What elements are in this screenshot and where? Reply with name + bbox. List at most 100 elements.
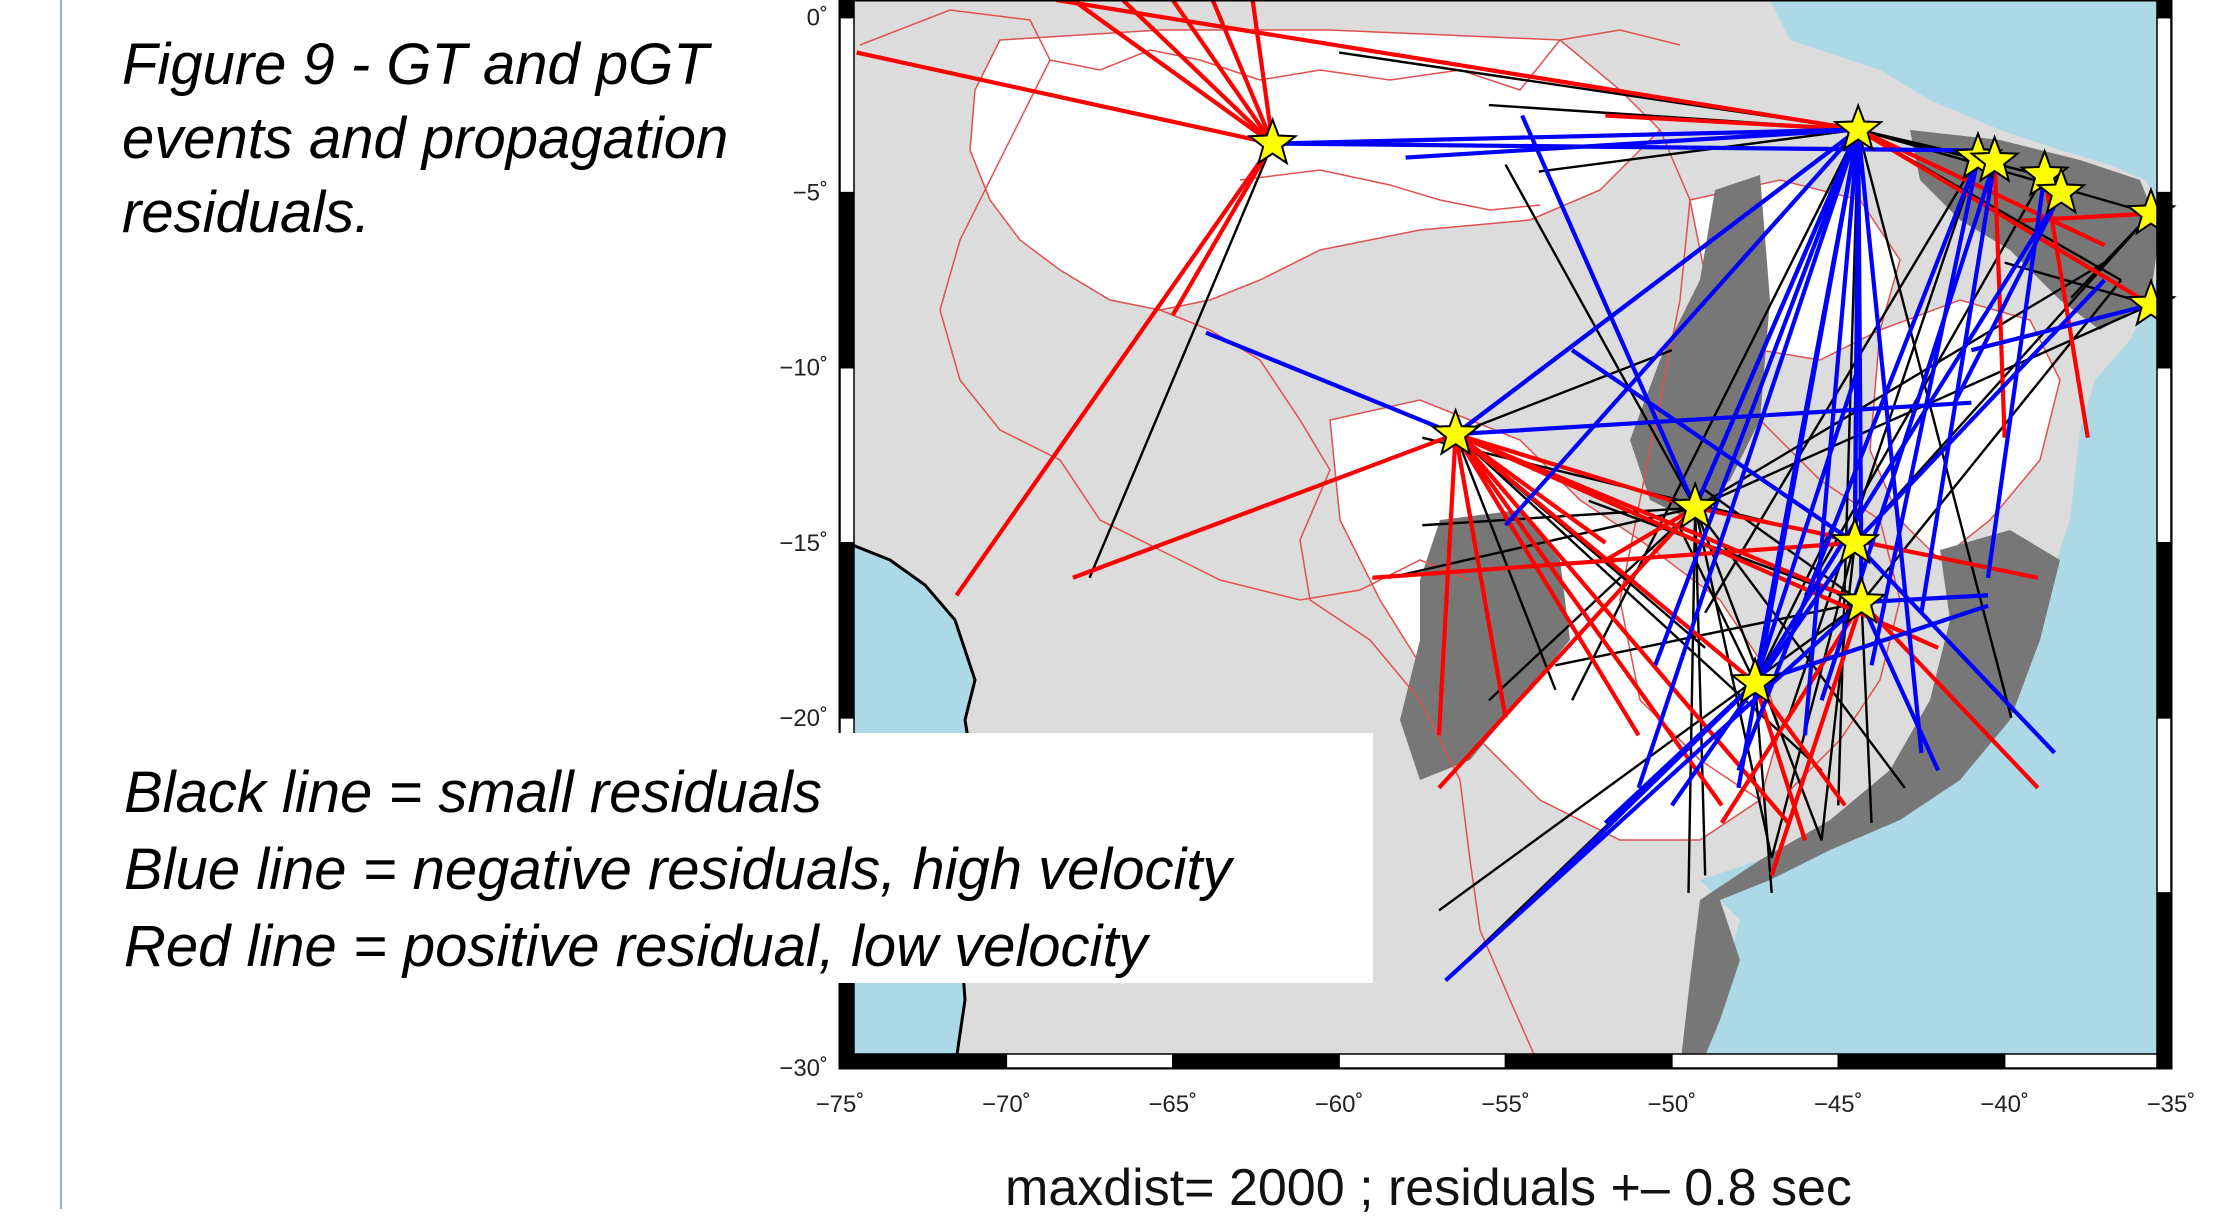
small-residual-path [1704, 156, 1980, 614]
caption-line-2: events and propagation [122, 106, 729, 171]
frame-segment [1338, 1053, 1507, 1069]
small-residual-path [1504, 163, 1697, 509]
frame-segment [839, 542, 855, 719]
lat-tick-label: −10˚ [779, 355, 828, 382]
positive-residual-path [1860, 600, 2040, 790]
positive-residual-path [856, 50, 1274, 146]
legend-red-line: Red line = positive residual, low veloci… [124, 914, 1148, 979]
small-residual-path [1693, 507, 1773, 859]
negative-residual-path [1520, 114, 1698, 509]
negative-residual-path [1753, 191, 2063, 684]
positive-residual-path [1453, 432, 1724, 807]
negative-residual-path [1802, 129, 1861, 736]
event-star-icon [1829, 515, 1881, 565]
frame-segment [839, 191, 855, 369]
negative-residual-path [1856, 129, 1864, 603]
legend-box: Black line = small residuals Blue line =… [90, 733, 1373, 983]
frame-segment [2156, 191, 2172, 369]
lon-tick-label: −40˚ [1980, 1091, 2029, 1118]
event-star-icon [1832, 102, 1884, 152]
negative-residual-path [1603, 681, 1757, 825]
lon-tick-label: −35˚ [2147, 1091, 2196, 1118]
frame-segment [839, 0, 855, 19]
frame-segment [839, 1053, 1008, 1069]
small-residual-path [1857, 129, 2013, 719]
frame-segment [2156, 366, 2172, 544]
small-residual-path [1570, 129, 1860, 701]
negative-residual-path [1919, 160, 1997, 614]
positive-residual-path [1605, 113, 1859, 132]
positive-residual-path [1454, 432, 1607, 545]
small-residual-path [1677, 524, 1757, 684]
small-residual-path [2004, 261, 2152, 306]
negative-residual-path [1736, 156, 1980, 772]
positive-residual-path [1453, 433, 1641, 737]
positive-residual-path [1436, 434, 1458, 736]
negative-residual-path [1503, 128, 1860, 527]
positive-residual-path [1454, 432, 1696, 510]
frame-segment [2156, 0, 2172, 19]
small-residual-path [1454, 433, 1557, 691]
negative-residual-path [1272, 141, 1989, 153]
negative-residual-path [1853, 541, 2057, 755]
negative-residual-path [1272, 127, 1859, 146]
caption-line-1: Figure 9 - GT and pGT [122, 32, 709, 97]
negative-residual-path [1570, 348, 1857, 545]
lon-tick-label: −45˚ [1814, 1091, 1863, 1118]
lon-tick-label: −65˚ [1148, 1091, 1197, 1118]
negative-residual-path [1754, 603, 1989, 685]
positive-residual-path [1372, 540, 1856, 580]
negative-residual-path [1405, 127, 1859, 160]
frame-segment [839, 16, 855, 194]
positive-residual-path [1071, 0, 1274, 146]
political-border [859, 9, 1681, 91]
event-star-icon [1246, 116, 1299, 166]
frame-segment [1172, 1053, 1340, 1069]
political-border [1159, 309, 1541, 1068]
positive-residual-path [1604, 505, 1697, 563]
small-residual-path [1687, 507, 1697, 893]
lat-tick-label: 0˚ [807, 5, 828, 32]
event-star-icon [1430, 407, 1482, 456]
negative-residual-path [1952, 191, 2064, 404]
frame-segment [2156, 717, 2172, 894]
negative-residual-path [1753, 367, 1861, 684]
legend-black-line: Black line = small residuals [124, 760, 822, 825]
frame-segment [1671, 1053, 1839, 1069]
negative-residual-path [1752, 129, 1861, 684]
caption-line-3: residuals. [122, 180, 371, 245]
negative-residual-path [1205, 330, 1457, 437]
political-border [939, 59, 1471, 601]
frame-segment [1005, 1053, 1174, 1069]
event-star-icon [1729, 655, 1781, 705]
frame-segment [1504, 1053, 1673, 1069]
positive-residual-path [1720, 601, 1864, 825]
small-residual-path [1837, 129, 1860, 806]
small-residual-path [1488, 506, 1696, 702]
positive-residual-path [1072, 432, 1457, 580]
lon-tick-label: −50˚ [1648, 1091, 1697, 1118]
map-frame [838, 0, 2173, 1070]
negative-residual-path [1853, 278, 2106, 545]
positive-residual-path [1453, 433, 1508, 719]
parana-shield [1400, 510, 1570, 780]
lat-tick-label: −5˚ [793, 180, 828, 207]
positive-residual-path [1992, 160, 2007, 438]
tocantins-shield [1630, 175, 1770, 520]
negative-residual-path [1653, 128, 1861, 667]
political-border [1239, 169, 1541, 211]
small-residual-path [1088, 143, 1274, 579]
small-residual-path [1422, 506, 1696, 527]
event-star-icon [1969, 134, 2021, 183]
lon-tick-label: −55˚ [1481, 1091, 1530, 1118]
event-star-icon [1835, 575, 1888, 625]
positive-residual-path [1250, 0, 1275, 144]
small-residual-path [1693, 507, 1707, 876]
positive-residual-path [1437, 506, 1697, 790]
figure-caption: Figure 9 - GT and pGT events and propaga… [122, 28, 822, 250]
lon-tick-label: −60˚ [1315, 1091, 1364, 1118]
negative-residual-path [1693, 128, 1861, 509]
positive-residual-path [1453, 432, 1790, 825]
map-footer-note: maxdist= 2000 ; residuals +– 0.8 sec [1005, 1159, 1852, 1217]
lat-tick-label: −20˚ [779, 705, 828, 732]
